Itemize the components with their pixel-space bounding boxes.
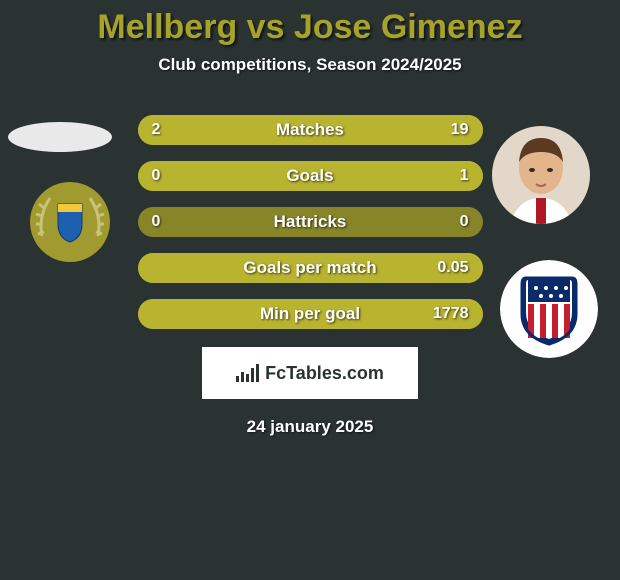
source-logo: FcTables.com bbox=[202, 347, 418, 399]
striped-shield-icon bbox=[500, 260, 598, 358]
stat-bar-right-fill bbox=[138, 161, 483, 191]
stat-right-value: 0 bbox=[460, 207, 469, 237]
stat-left-value: 0 bbox=[152, 161, 161, 191]
stat-left-value: 2 bbox=[152, 115, 161, 145]
stat-label: Hattricks bbox=[138, 207, 483, 237]
player-right-portrait bbox=[492, 126, 590, 224]
stat-bar-right-fill bbox=[172, 115, 483, 145]
stat-bar: 1778Min per goal bbox=[138, 299, 483, 329]
stat-right-value: 19 bbox=[451, 115, 469, 145]
stat-left-value: 0 bbox=[152, 207, 161, 237]
stat-right-value: 1778 bbox=[433, 299, 469, 329]
avatar-icon bbox=[492, 126, 590, 224]
club-right-badge bbox=[500, 260, 598, 358]
stat-bar-right-fill bbox=[138, 299, 483, 329]
snapshot-date: 24 january 2025 bbox=[0, 417, 620, 437]
source-logo-text: FcTables.com bbox=[265, 363, 384, 384]
stat-bar: 01Goals bbox=[138, 161, 483, 191]
club-left-badge bbox=[28, 180, 112, 264]
laurel-shield-icon bbox=[28, 180, 112, 264]
stat-right-value: 1 bbox=[460, 161, 469, 191]
stat-bar: 0 0Hattricks bbox=[138, 207, 483, 237]
stat-bar: 219Matches bbox=[138, 115, 483, 145]
stat-right-value: 0.05 bbox=[437, 253, 468, 283]
comparison-title: Mellberg vs Jose Gimenez bbox=[0, 0, 620, 47]
player-left-portrait bbox=[8, 122, 112, 152]
comparison-subtitle: Club competitions, Season 2024/2025 bbox=[0, 55, 620, 75]
stat-bar: 0.05Goals per match bbox=[138, 253, 483, 283]
stat-bar-right-fill bbox=[138, 253, 483, 283]
bar-chart-icon bbox=[236, 364, 259, 382]
